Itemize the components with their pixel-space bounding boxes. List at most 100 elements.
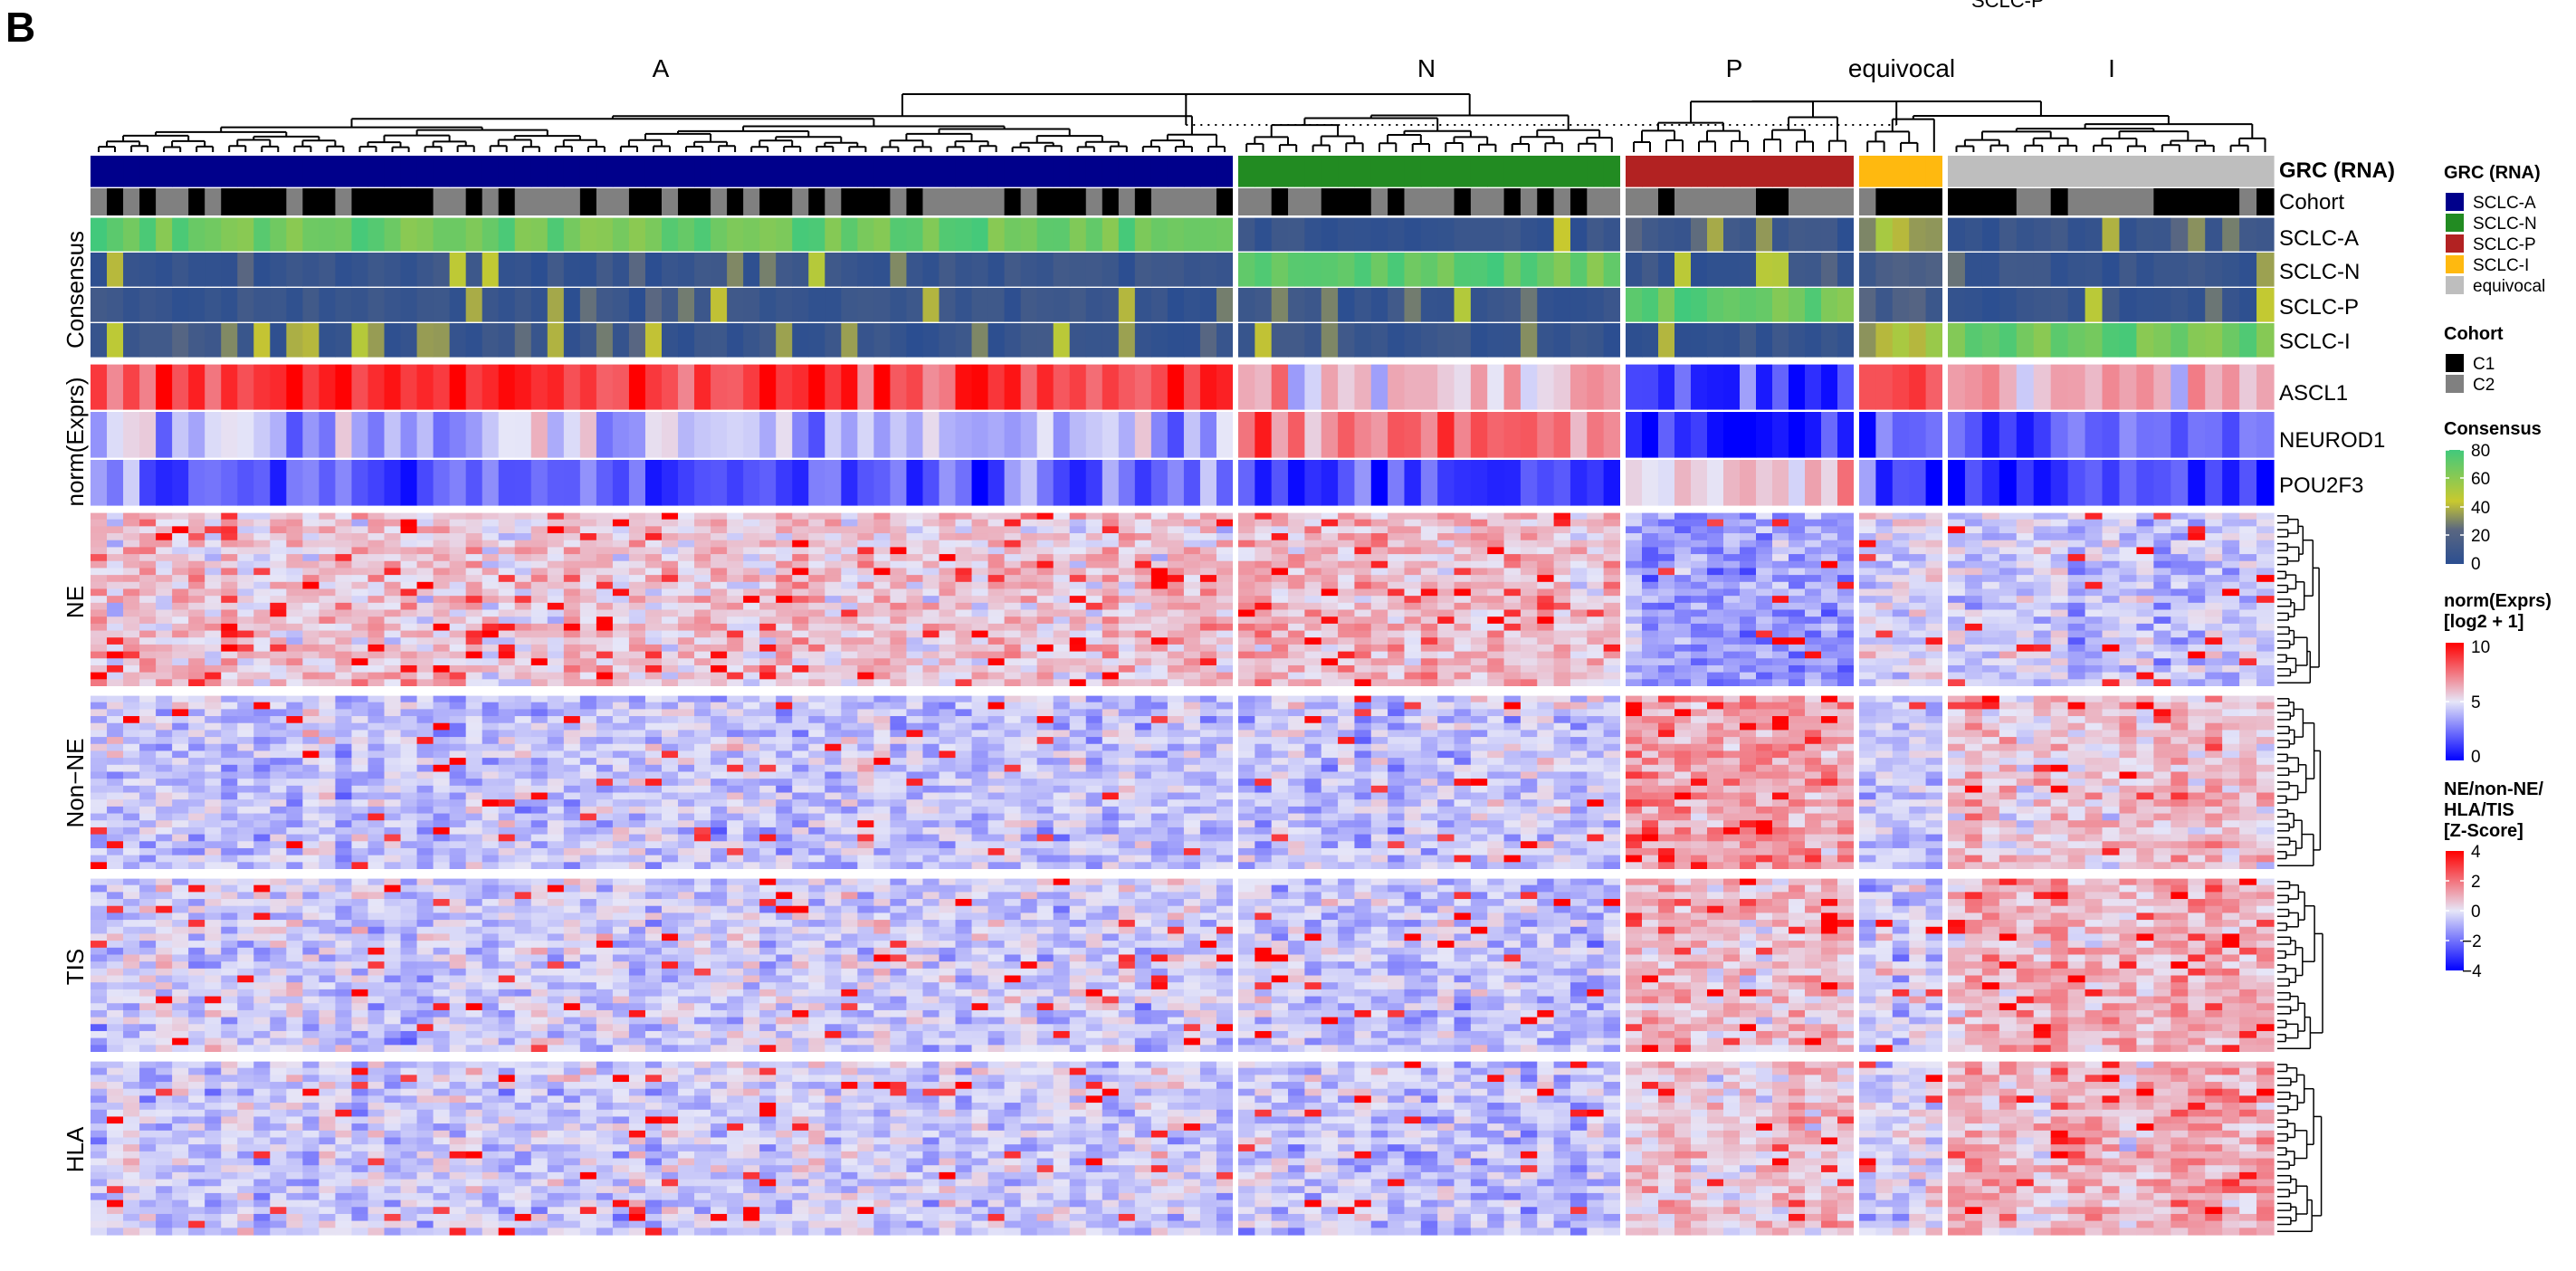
signature-cell — [1691, 644, 1708, 653]
signature-cell — [1553, 547, 1571, 555]
signature-cell — [107, 771, 124, 779]
expression-cell — [2205, 412, 2223, 458]
signature-cell — [1981, 575, 2000, 583]
signature-cell — [1102, 616, 1120, 625]
signature-cell — [694, 596, 711, 604]
signature-cell — [1150, 602, 1169, 611]
expression-cell — [1053, 412, 1071, 458]
consensus-cell — [302, 323, 320, 358]
signature-cell — [2205, 630, 2223, 638]
signature-cell — [433, 581, 451, 590]
signature-cell — [1503, 588, 1522, 597]
signature-cell — [123, 630, 140, 638]
signature-cell — [221, 616, 238, 625]
signature-cell — [1255, 512, 1273, 521]
signature-cell — [1569, 658, 1588, 666]
signature-cell — [1520, 658, 1538, 666]
signature-cell — [1487, 533, 1505, 541]
expression-cell — [759, 412, 777, 458]
signature-cell — [1789, 519, 1806, 527]
consensus-cell — [694, 288, 711, 322]
signature-cell — [1805, 623, 1822, 632]
signature-cell — [955, 679, 973, 687]
signature-cell — [1183, 637, 1201, 645]
signature-cell — [433, 630, 451, 638]
signature-cell — [1964, 596, 1983, 604]
signature-cell — [1925, 664, 1943, 674]
signature-cell — [1537, 554, 1555, 562]
signature-cell — [1036, 512, 1054, 521]
signature-cell — [2050, 664, 2069, 674]
grc-cell — [1892, 156, 1910, 187]
signature-cell — [971, 616, 989, 625]
signature-cell — [91, 575, 108, 583]
signature-cell — [939, 609, 957, 617]
signature-cell — [1948, 512, 1966, 521]
signature-cell — [1587, 588, 1605, 597]
signature-cell — [1271, 630, 1289, 638]
signature-cell — [644, 672, 663, 680]
signature-cell — [1707, 644, 1724, 653]
signature-cell — [955, 540, 973, 548]
signature-cell — [1354, 602, 1372, 611]
signature-cell — [1420, 664, 1438, 674]
signature-cell — [498, 596, 516, 604]
signature-cell — [1388, 630, 1406, 638]
signature-cell — [2102, 644, 2121, 653]
signature-cell — [906, 588, 924, 597]
signature-cell — [498, 623, 516, 632]
cohort-cell — [400, 188, 418, 216]
signature-cell — [939, 651, 957, 659]
expression-cell — [270, 460, 287, 506]
signature-cell — [2171, 596, 2189, 604]
consensus-cell — [1642, 217, 1659, 252]
signature-cell — [2136, 519, 2154, 527]
consensus-cell — [2016, 217, 2035, 252]
signature-cell — [1789, 658, 1806, 666]
signature-cell — [1691, 672, 1708, 680]
signature-cell — [563, 533, 581, 541]
signature-cell — [1723, 664, 1741, 674]
signature-cell — [1999, 679, 2018, 687]
signature-cell — [156, 730, 173, 738]
consensus-cell — [514, 323, 532, 358]
signature-cell — [2050, 540, 2069, 548]
signature-cell — [1020, 679, 1038, 687]
signature-cell — [612, 672, 630, 680]
signature-cell — [107, 644, 124, 653]
signature-cell — [1053, 644, 1071, 653]
consensus-cell — [1004, 253, 1022, 287]
grc-cell — [759, 156, 777, 187]
signature-cell — [2153, 672, 2171, 680]
signature-cell — [825, 679, 842, 687]
signature-cell — [319, 609, 337, 617]
consensus-cell — [1437, 253, 1455, 287]
consensus-cell — [922, 217, 940, 252]
signature-cell — [1964, 630, 1983, 638]
expression-cell — [1537, 412, 1555, 458]
expression-cell — [237, 460, 254, 506]
signature-cell — [1503, 637, 1522, 645]
signature-cell — [579, 588, 597, 597]
signature-cell — [156, 716, 173, 724]
signature-cell — [1642, 616, 1659, 625]
grc-cell — [302, 156, 320, 187]
expression-cell — [1537, 364, 1555, 410]
signature-cell — [221, 519, 238, 527]
signature-cell — [2205, 540, 2223, 548]
signature-cell — [922, 526, 940, 534]
grc-cell — [1370, 156, 1388, 187]
expression-cell — [808, 460, 825, 506]
signature-cell — [694, 679, 711, 687]
signature-cell — [400, 512, 418, 521]
signature-cell — [2050, 560, 2069, 569]
signature-cell — [1691, 679, 1708, 687]
signature-cell — [1288, 547, 1305, 555]
signature-cell — [711, 637, 728, 645]
expression-cell — [286, 412, 303, 458]
grc-cell — [1569, 156, 1588, 187]
signature-cell — [1118, 644, 1136, 653]
signature-cell — [1674, 519, 1692, 527]
signature-cell — [156, 554, 173, 562]
signature-cell — [939, 554, 957, 562]
